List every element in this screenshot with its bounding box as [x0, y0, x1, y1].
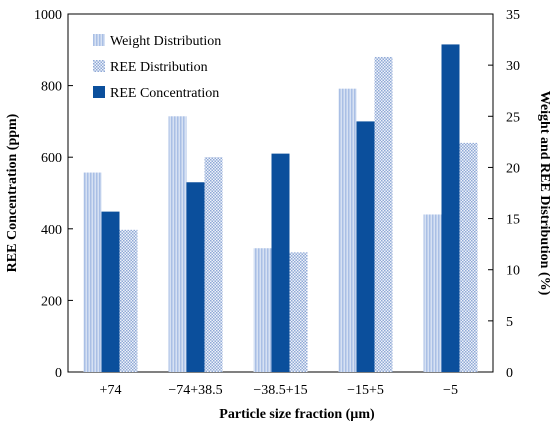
x-tick-label: −74+38.5 — [168, 383, 222, 398]
left-y-tick-label: 800 — [41, 80, 62, 95]
bar-weight-distribution — [338, 88, 357, 372]
left-y-tick-label: 400 — [41, 223, 62, 238]
right-y-tick-label: 35 — [506, 8, 520, 23]
bar-ree-concentration — [101, 211, 120, 372]
legend-label: Weight Distribution — [110, 34, 221, 49]
bar-weight-distribution — [253, 248, 272, 372]
legend-swatch — [93, 60, 105, 72]
x-tick-label: −38.5+15 — [253, 383, 307, 398]
bar-ree-distribution — [289, 252, 308, 372]
right-y-tick-label: 15 — [506, 213, 520, 228]
bar-ree-distribution — [374, 56, 393, 373]
right-y-tick-label: 30 — [506, 59, 520, 74]
right-y-tick-label: 20 — [506, 161, 520, 176]
x-tick-label: +74 — [100, 383, 122, 398]
left-y-tick-label: 1000 — [34, 8, 62, 23]
right-y-axis-ticks: 0 5 10 15 20 25 30 35 — [488, 8, 520, 381]
x-axis-ticks: +74 −74+38.5 −38.5+15 −15+5 −5 — [100, 383, 458, 398]
right-y-axis-title: Weight and REE Distribution (%) — [537, 91, 550, 296]
bar-weight-distribution — [168, 116, 187, 373]
bar-ree-concentration — [271, 153, 290, 372]
left-y-tick-label: 200 — [41, 294, 62, 309]
right-y-tick-label: 5 — [506, 315, 513, 330]
bar-ree-distribution — [204, 157, 223, 372]
legend-label: REE Distribution — [110, 60, 208, 75]
bar-ree-concentration — [356, 121, 375, 373]
bar-ree-distribution — [459, 142, 478, 372]
x-tick-label: −5 — [443, 383, 458, 398]
bar-ree-concentration — [441, 44, 460, 373]
left-y-tick-label: 600 — [41, 151, 62, 166]
bar-ree-concentration — [186, 182, 205, 372]
bar-ree-distribution — [119, 229, 138, 372]
left-y-axis-ticks: 0 200 400 600 800 1000 — [34, 8, 73, 381]
bar-weight-distribution — [423, 214, 442, 372]
left-y-tick-label: 0 — [55, 366, 62, 381]
bars-layer — [83, 44, 478, 373]
left-y-axis-title: REE Concentration (ppm) — [5, 113, 20, 272]
x-axis-title: Particle size fraction (µm) — [219, 407, 375, 422]
legend: Weight Distribution REE Distribution REE C… — [93, 34, 221, 101]
legend-label: REE Concentration — [110, 86, 219, 101]
x-tick-label: −15+5 — [347, 383, 384, 398]
bar-weight-distribution — [83, 172, 102, 372]
right-y-tick-label: 10 — [506, 264, 520, 279]
right-y-tick-label: 0 — [506, 366, 513, 381]
right-y-tick-label: 25 — [506, 110, 520, 125]
legend-swatch — [93, 86, 105, 98]
legend-swatch — [93, 34, 105, 46]
